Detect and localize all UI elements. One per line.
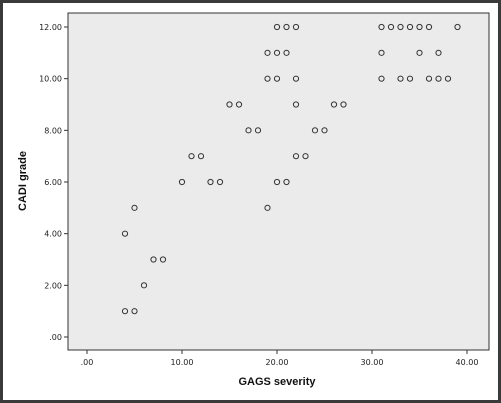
y-tick-label: .00	[49, 333, 62, 342]
data-point	[235, 101, 243, 108]
data-point	[283, 49, 290, 56]
x-axis-title: GAGS severity	[238, 376, 316, 388]
data-point	[321, 127, 328, 134]
data-point	[254, 127, 262, 134]
data-points	[121, 23, 461, 315]
data-point	[330, 101, 338, 108]
data-point	[188, 153, 195, 160]
y-tick-label: 10.00	[39, 75, 62, 84]
data-point	[150, 256, 157, 263]
data-point	[140, 282, 148, 289]
data-point	[264, 49, 271, 56]
data-point	[435, 49, 442, 56]
y-tick-label: 12.00	[39, 23, 62, 32]
y-tick-label: 8.00	[44, 126, 62, 135]
y-tick-label: 2.00	[44, 281, 62, 290]
data-point	[273, 178, 281, 186]
data-point	[340, 101, 347, 108]
y-axis-ticks: .00 2.00 4.00 6.00 8.00 10.00 12.00	[39, 23, 68, 342]
data-point	[416, 49, 423, 56]
data-point	[121, 230, 129, 237]
data-point	[292, 75, 300, 82]
data-point	[131, 308, 138, 315]
data-point	[273, 75, 281, 82]
y-tick-label: 4.00	[44, 230, 62, 239]
x-tick-label: .00	[81, 358, 94, 367]
data-point	[292, 23, 300, 31]
data-point	[444, 75, 452, 82]
data-point	[207, 178, 214, 186]
data-point	[121, 308, 129, 315]
data-point	[131, 204, 138, 211]
data-point	[397, 75, 404, 82]
data-point	[378, 49, 385, 56]
data-point	[264, 204, 271, 211]
x-tick-label: 10.00	[171, 358, 194, 367]
data-point	[397, 23, 404, 31]
data-point	[292, 101, 300, 108]
data-point	[425, 75, 433, 82]
data-point	[406, 75, 414, 82]
data-point	[283, 178, 290, 186]
data-point	[264, 75, 271, 82]
data-point	[454, 23, 461, 31]
data-point	[178, 178, 186, 186]
data-point	[416, 23, 423, 31]
data-point	[378, 75, 385, 82]
data-point	[302, 153, 309, 160]
data-point	[197, 153, 205, 160]
data-point	[245, 127, 252, 134]
data-point	[406, 23, 414, 31]
data-point	[292, 153, 300, 160]
plot-area	[67, 12, 490, 351]
data-point	[435, 75, 442, 82]
data-point	[378, 23, 385, 31]
data-point	[283, 23, 290, 31]
data-point	[311, 127, 319, 134]
data-point	[387, 23, 395, 31]
x-tick-label: 40.00	[456, 358, 479, 367]
y-axis-title: CADI grade	[17, 151, 29, 211]
data-point	[226, 101, 233, 108]
data-point	[425, 23, 433, 31]
x-tick-label: 20.00	[266, 358, 289, 367]
y-tick-label: 6.00	[44, 178, 62, 187]
data-point	[273, 49, 281, 56]
data-point	[216, 178, 224, 186]
x-axis-ticks: .00 10.00 20.00 30.00 40.00	[81, 350, 479, 367]
x-tick-label: 30.00	[361, 358, 384, 367]
data-point	[159, 256, 167, 263]
data-point	[273, 23, 281, 31]
